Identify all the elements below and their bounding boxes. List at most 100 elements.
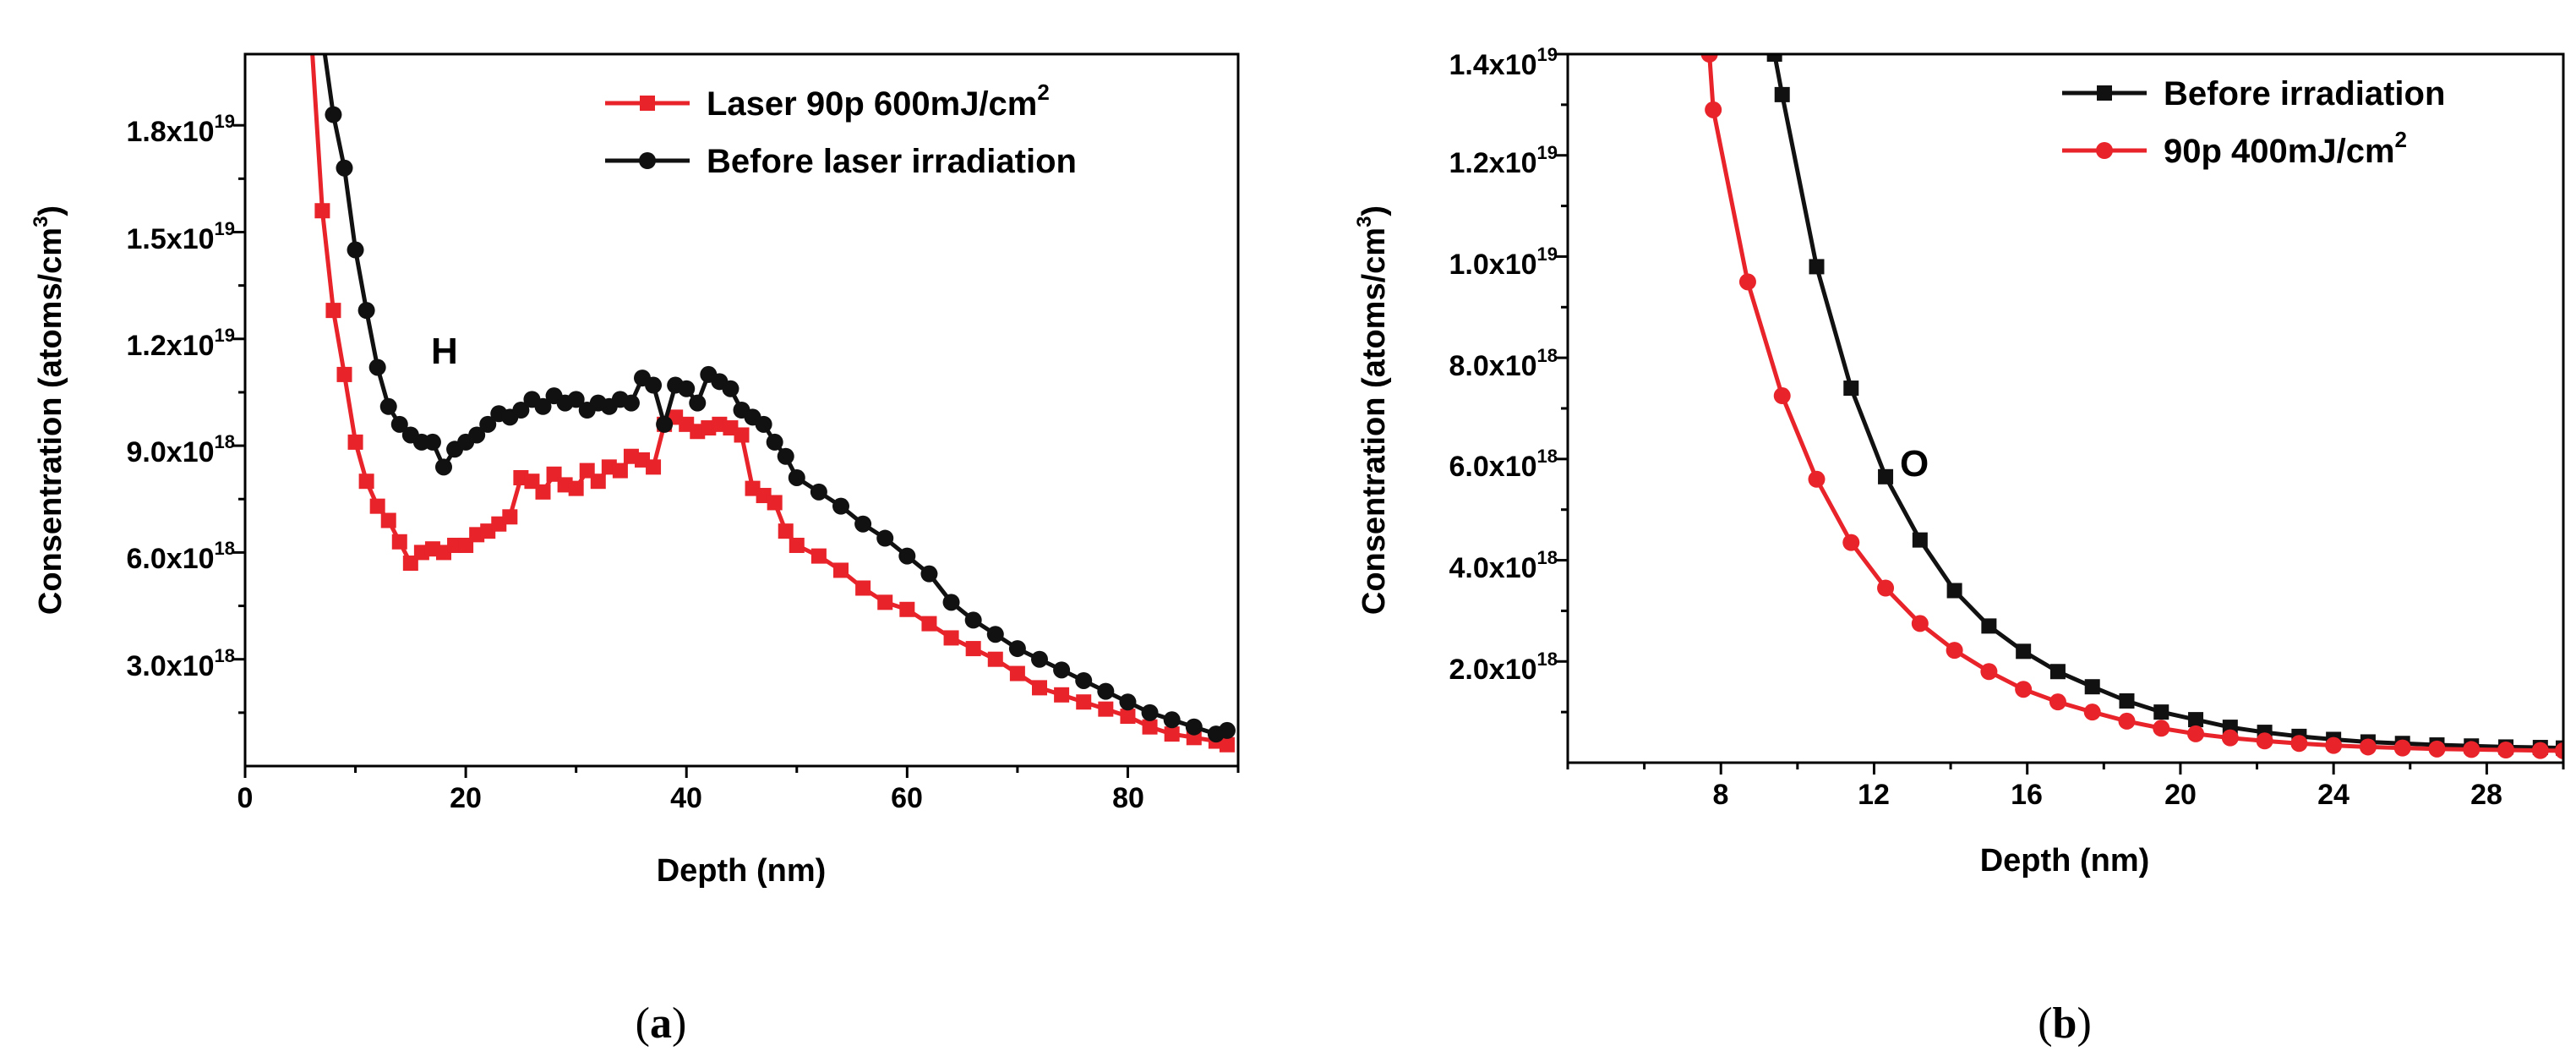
y-tick-label: 8.0x1018 bbox=[1449, 345, 1558, 382]
series-point bbox=[379, 397, 397, 415]
x-tick-label: 20 bbox=[2164, 779, 2197, 811]
series-point bbox=[347, 434, 363, 450]
series-point bbox=[1843, 380, 1859, 397]
series-point bbox=[656, 415, 674, 433]
series-point bbox=[435, 458, 452, 476]
series-point bbox=[646, 459, 662, 475]
series-point bbox=[1946, 642, 1963, 660]
series-point bbox=[1842, 534, 1860, 551]
series-point bbox=[347, 241, 364, 259]
series-point bbox=[877, 594, 893, 610]
series-point bbox=[2359, 738, 2377, 756]
legend-label: Laser 90p 600mJ/cm2 bbox=[707, 79, 1050, 123]
series-point bbox=[534, 397, 552, 415]
y-tick-label: 1.2x1019 bbox=[1449, 142, 1558, 179]
series-point bbox=[766, 433, 783, 451]
series-point bbox=[2290, 735, 2308, 753]
series-point bbox=[1032, 680, 1047, 696]
series-point bbox=[1878, 468, 1894, 484]
chart-a-x-tick-labels: 0 20 40 60 80 bbox=[237, 782, 1144, 814]
y-tick-label: 9.0x1018 bbox=[127, 431, 235, 468]
x-tick-label: 80 bbox=[1112, 782, 1144, 814]
legend-entry-90p-400: 90p 400mJ/cm2 bbox=[2062, 127, 2407, 170]
chart-a-y-axis-title: Consentration (atoms/cm3) bbox=[30, 205, 68, 615]
series-point bbox=[2015, 681, 2033, 698]
series-point bbox=[2325, 736, 2343, 754]
series-point bbox=[920, 565, 938, 583]
series-point bbox=[1164, 726, 1180, 742]
series-point bbox=[1773, 387, 1791, 405]
y-tick-label: 6.0x1018 bbox=[1449, 446, 1558, 483]
series-point bbox=[810, 548, 827, 564]
legend-entry-laser-600: Laser 90p 600mJ/cm2 bbox=[605, 79, 1050, 123]
series-point bbox=[612, 463, 628, 479]
series-point bbox=[502, 509, 518, 525]
x-tick-label: 24 bbox=[2317, 779, 2350, 811]
chart-panel-b: 2.0x1018 4.0x1018 6.0x1018 8.0x1018 1.0x… bbox=[1353, 44, 2565, 1048]
series-point bbox=[755, 415, 772, 433]
series-point bbox=[2393, 739, 2411, 757]
series-point bbox=[336, 366, 352, 382]
series-point bbox=[1705, 101, 1722, 118]
series-point bbox=[1098, 701, 1114, 717]
series-point bbox=[391, 534, 407, 550]
series-point bbox=[2118, 712, 2136, 730]
series-point bbox=[358, 474, 374, 490]
series-point bbox=[380, 512, 396, 528]
series-point bbox=[2153, 704, 2169, 720]
series-point bbox=[986, 626, 1004, 643]
panel-a-caption: (a) bbox=[636, 999, 687, 1048]
series-point bbox=[767, 495, 783, 511]
chart-a-ticks bbox=[233, 123, 1240, 778]
series-point bbox=[1185, 718, 1203, 736]
series-point bbox=[987, 651, 1003, 667]
chart-b-annotation-o: O bbox=[1900, 443, 1929, 484]
series-point bbox=[855, 580, 871, 596]
series-point bbox=[535, 484, 551, 500]
legend-square-marker bbox=[2097, 85, 2112, 101]
y-tick-label: 1.2x1019 bbox=[127, 325, 235, 362]
series-point bbox=[1218, 721, 1236, 739]
chart-b-plot-frame bbox=[1566, 52, 2565, 764]
series-point bbox=[1120, 709, 1136, 725]
chart-a-plot-frame bbox=[243, 52, 1240, 768]
panel-b-caption: (b) bbox=[2038, 999, 2092, 1048]
series-point bbox=[1700, 54, 1718, 63]
series-point bbox=[898, 547, 916, 565]
series-point bbox=[1076, 694, 1092, 710]
series-point bbox=[1097, 682, 1115, 700]
legend-entry-before-laser: Before laser irradiation bbox=[605, 143, 1077, 180]
chart-b-legend: Before irradiation 90p 400mJ/cm2 bbox=[2062, 75, 2445, 170]
chart-b-x-tick-labels: 8 12 16 20 24 28 bbox=[1713, 779, 2502, 811]
series-point bbox=[1877, 579, 1895, 597]
x-tick-label: 16 bbox=[2011, 779, 2043, 811]
series-point bbox=[833, 562, 849, 578]
series-point bbox=[2083, 703, 2101, 721]
series-point bbox=[942, 594, 960, 611]
series-point bbox=[2153, 720, 2170, 737]
x-tick-label: 12 bbox=[1858, 779, 1890, 811]
series-point bbox=[2187, 725, 2205, 742]
legend-circle-marker bbox=[639, 152, 656, 169]
series-point bbox=[2531, 742, 2549, 759]
series-point bbox=[1053, 661, 1071, 679]
series-point bbox=[778, 523, 794, 539]
series-point bbox=[1141, 703, 1159, 721]
series-point bbox=[832, 497, 849, 515]
series-point bbox=[1075, 671, 1093, 689]
series-point bbox=[423, 433, 441, 451]
series-point bbox=[810, 483, 827, 501]
series-point bbox=[1911, 615, 1929, 632]
y-tick-label: 3.0x1018 bbox=[127, 645, 235, 682]
x-tick-label: 0 bbox=[237, 782, 254, 814]
legend-label: Before laser irradiation bbox=[707, 143, 1077, 180]
series-point bbox=[2188, 712, 2204, 728]
series-point bbox=[1766, 54, 1782, 62]
series-point bbox=[369, 498, 385, 514]
series-point bbox=[1980, 663, 1998, 681]
series-point bbox=[2119, 692, 2135, 709]
series-point bbox=[645, 376, 663, 394]
series-point bbox=[2428, 740, 2446, 758]
series-point bbox=[1946, 583, 1962, 599]
